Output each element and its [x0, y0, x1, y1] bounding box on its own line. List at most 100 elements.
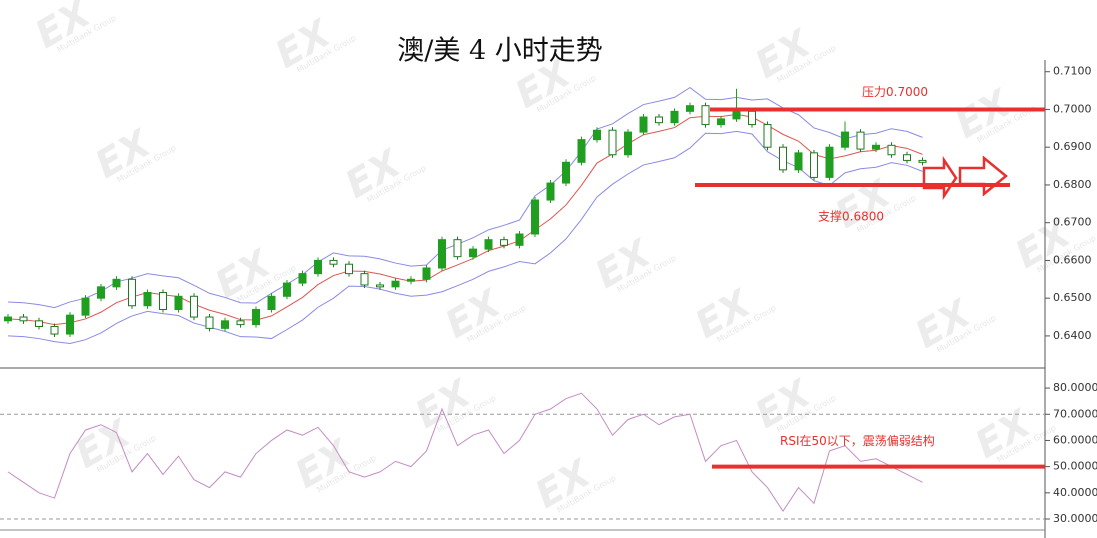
y-tick-label: 0.6400: [1053, 329, 1092, 342]
y-tick-label: 0.7000: [1053, 102, 1092, 115]
y-tick-label: 80.0000: [1053, 381, 1097, 394]
band-upper: [7, 86, 923, 309]
arrow: [958, 155, 1008, 197]
band-lower: [7, 130, 923, 344]
candle-body: [500, 239, 508, 246]
candle-body: [174, 295, 183, 310]
candle-body: [593, 129, 601, 141]
candle-body: [810, 152, 818, 178]
candle-body: [4, 316, 12, 322]
candle-body: [562, 161, 570, 184]
candle-body: [686, 105, 694, 112]
candle-body: [546, 182, 555, 201]
candle-body: [205, 316, 214, 329]
arrows: [922, 155, 1008, 201]
y-tick-label: 0.6800: [1053, 178, 1092, 191]
candle-body: [236, 320, 245, 326]
candle-body: [655, 116, 663, 124]
candle-body: [779, 146, 787, 171]
candle-body: [639, 116, 648, 133]
candle-body: [19, 316, 28, 322]
candle-body: [701, 105, 710, 126]
y-tick-label: 0.6600: [1053, 253, 1092, 266]
candle-body: [345, 263, 353, 275]
level-label: RSI在50以下，震荡偏弱结构: [780, 433, 935, 448]
candle-body: [453, 239, 462, 258]
candle-body: [329, 259, 338, 265]
level-label: 压力0.7000: [862, 85, 928, 99]
candle-body: [252, 308, 260, 326]
candle-body: [856, 131, 865, 150]
y-tick-label: 0.6700: [1053, 216, 1092, 229]
rsi-line: [7, 392, 923, 513]
candle-body: [624, 131, 632, 156]
candle-body: [469, 248, 477, 258]
candle-body: [128, 278, 136, 307]
arrow: [922, 155, 958, 201]
candle-body: [190, 295, 198, 318]
candle-body: [577, 139, 586, 163]
candle-body: [794, 152, 803, 171]
candle-body: [159, 292, 167, 310]
candle-body: [422, 267, 431, 280]
y-tick-label: 0.7100: [1053, 65, 1092, 78]
y-tick-label: 70.0000: [1053, 407, 1097, 420]
candle-body: [50, 325, 59, 335]
candle-body: [360, 273, 369, 286]
candle-body: [66, 314, 74, 335]
candle-body: [872, 144, 880, 150]
candle-body: [97, 286, 105, 299]
y-tick-label: 0.6500: [1053, 291, 1092, 304]
candle-body: [670, 110, 679, 124]
candle-body: [81, 297, 90, 316]
candle-body: [608, 129, 617, 156]
candle-body: [298, 273, 307, 284]
y-tick-label: 0.6900: [1053, 140, 1092, 153]
chart-title: 澳/美 4 小时走势: [397, 36, 602, 67]
candle-body: [484, 239, 493, 250]
candle-body: [283, 282, 291, 297]
candle-body: [314, 259, 322, 275]
candle-body: [531, 199, 539, 235]
candle-body: [732, 110, 741, 120]
candle-body: [267, 295, 276, 310]
candle-body: [887, 144, 896, 156]
candle-body: [143, 292, 152, 307]
candle-body: [748, 110, 756, 126]
candle-body: [763, 124, 772, 148]
candle-body: [717, 118, 725, 126]
candle-body: [841, 131, 849, 148]
candle-body: [112, 278, 121, 288]
candle-body: [825, 146, 834, 178]
candle-body: [903, 154, 911, 161]
candle-body: [438, 239, 446, 269]
candle-body: [391, 280, 400, 288]
candle-body: [407, 278, 415, 282]
candle-body: [376, 284, 384, 288]
candle-body: [515, 233, 524, 246]
y-tick-label: 30.0000: [1053, 512, 1097, 525]
candle-body: [918, 159, 927, 163]
candle-body: [35, 320, 43, 327]
candle-body: [221, 320, 229, 329]
